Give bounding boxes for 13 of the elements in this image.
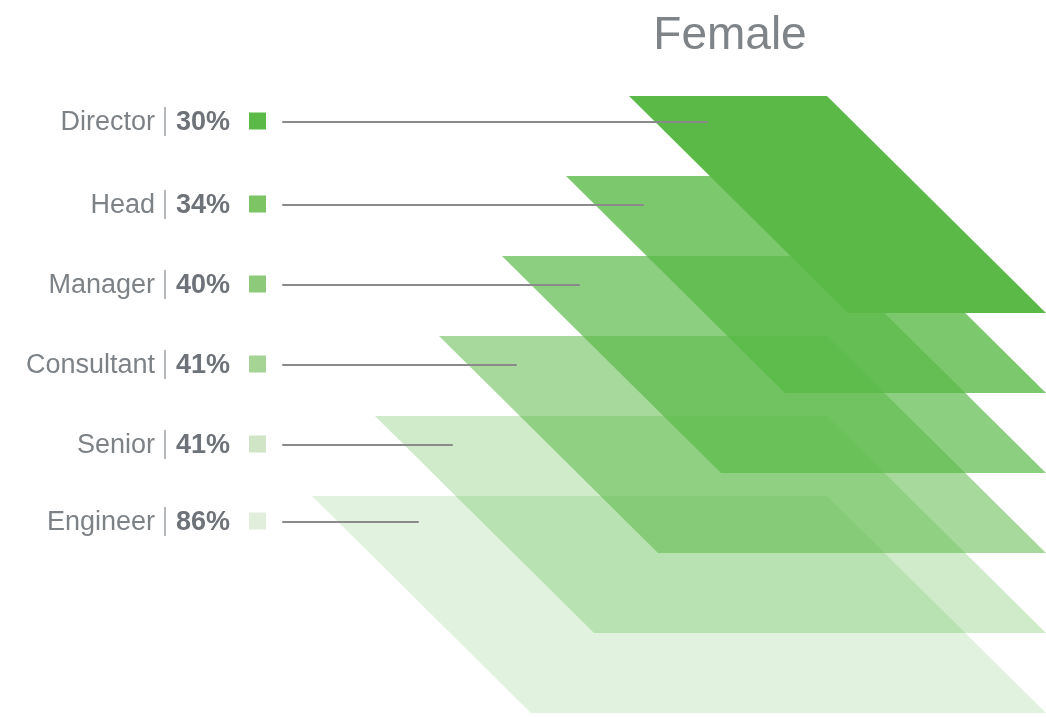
category-label: Engineer bbox=[46, 506, 155, 536]
data-label: 41% bbox=[176, 429, 231, 459]
category-label: Director bbox=[60, 106, 156, 136]
category-label: Consultant bbox=[25, 349, 156, 379]
data-label: 41% bbox=[176, 349, 231, 379]
data-label: 30% bbox=[176, 106, 231, 136]
category-label: Manager bbox=[48, 269, 155, 299]
data-label: 86% bbox=[176, 506, 231, 536]
text: Female bbox=[653, 7, 807, 59]
category-label: Head bbox=[90, 189, 155, 219]
category-label: Senior bbox=[76, 429, 156, 459]
data-label: 34% bbox=[176, 189, 231, 219]
data-label: 40% bbox=[176, 269, 231, 299]
